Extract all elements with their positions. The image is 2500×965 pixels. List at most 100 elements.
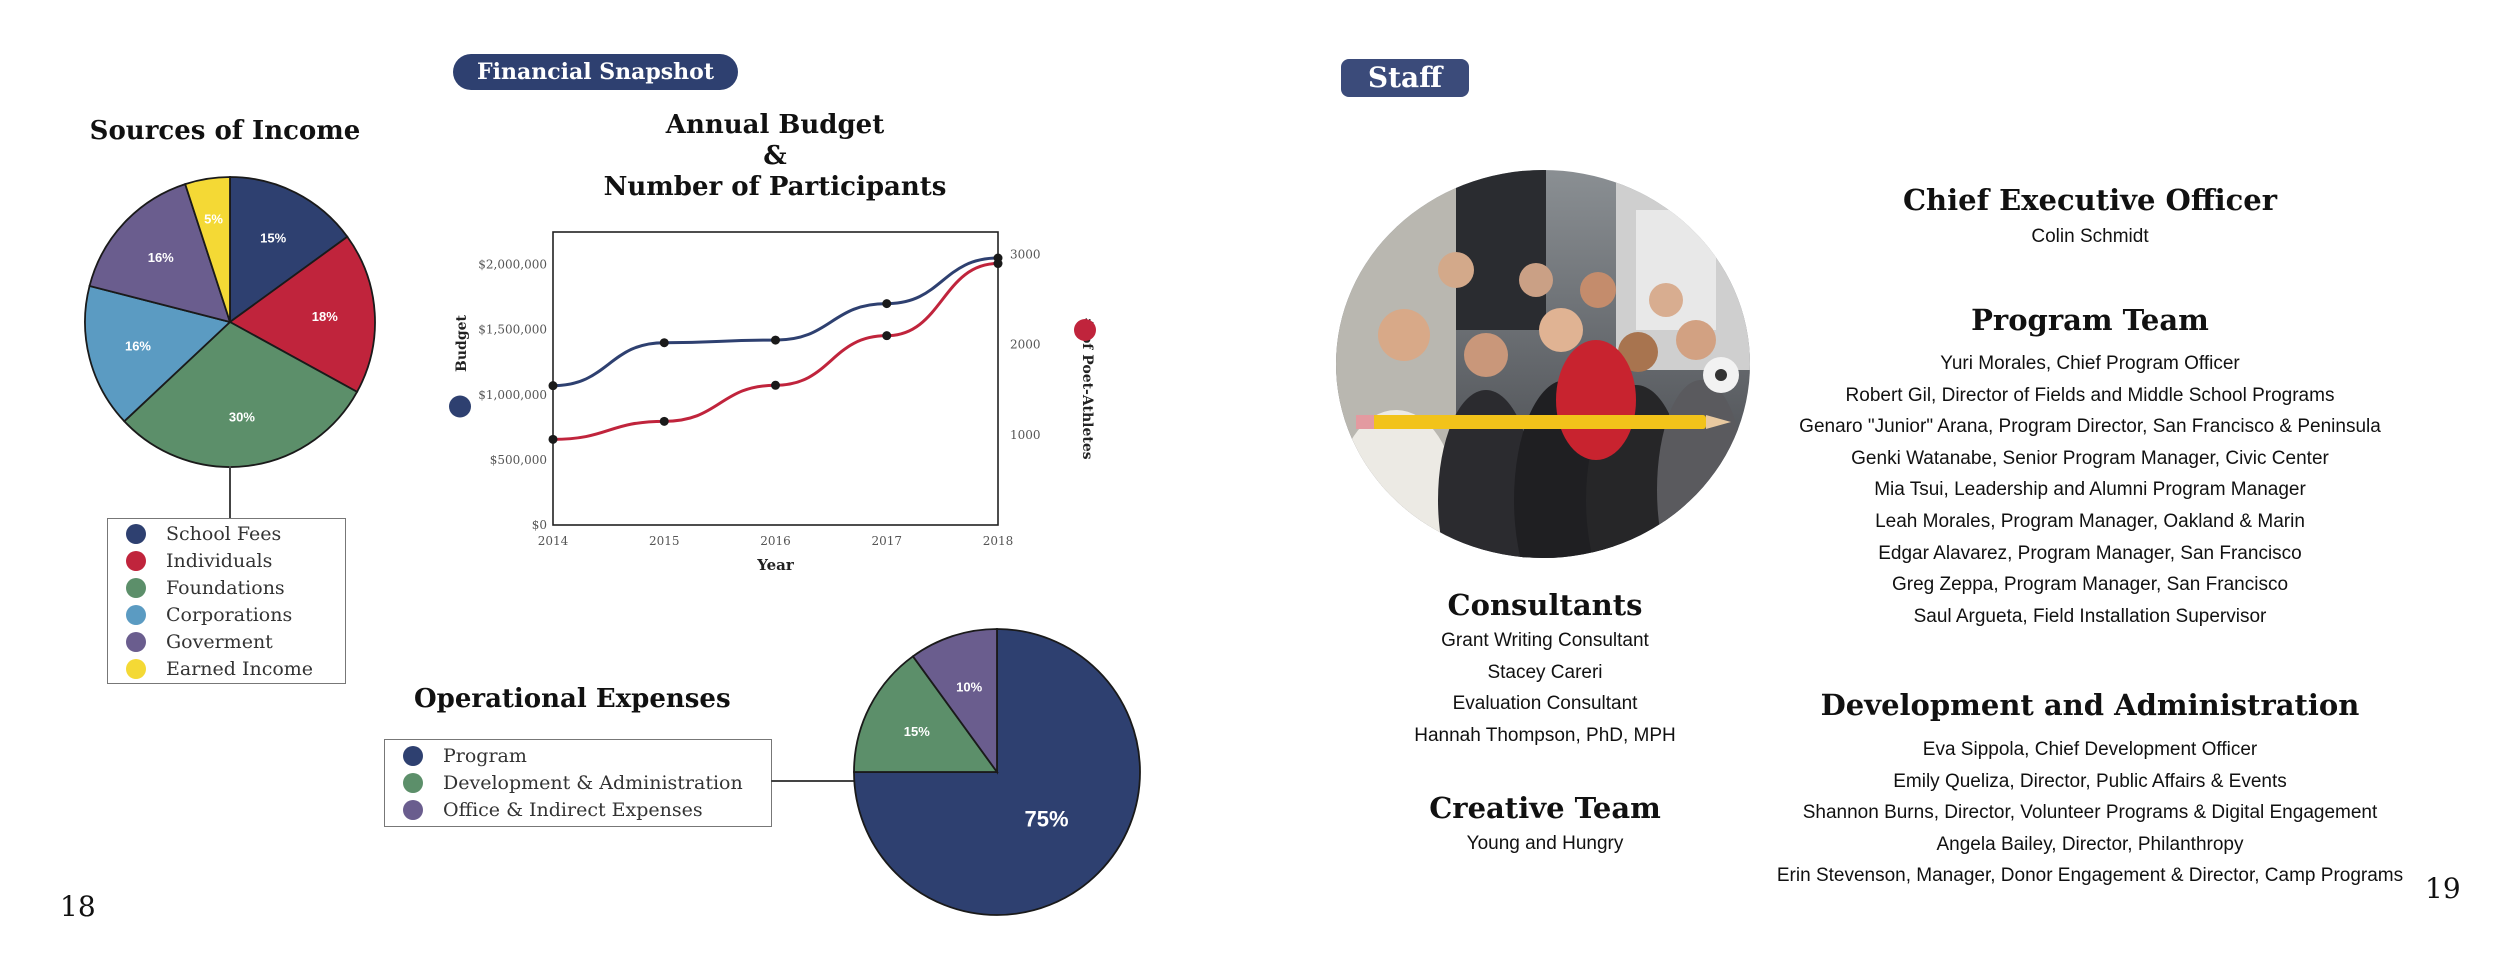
y-tick-label: $1,000,000: [478, 388, 547, 402]
y-right-axis-label: # of Poet-Athletes: [1079, 317, 1095, 459]
section-label-staff: Staff: [1341, 59, 1469, 97]
data-point: [882, 299, 892, 309]
income-leader-line: [229, 466, 231, 518]
income-pie-chart: 15% 18% 30% 16% 16% 5%: [84, 176, 376, 468]
y-tick-label: $1,500,000: [478, 323, 547, 337]
staff-member: Mia Tsui, Leadership and Alumni Program …: [1874, 479, 2306, 501]
legend-item: Development & Administration: [385, 769, 771, 796]
data-point: [993, 259, 1003, 269]
consultant-line: Evaluation Consultant: [1452, 693, 1638, 715]
pie-slice: [853, 655, 999, 773]
expenses-legend: Program Development & Administration Off…: [384, 739, 772, 827]
ceo-name: Colin Schmidt: [2031, 226, 2149, 247]
legend-item: Goverment: [108, 628, 345, 655]
y-right-tick-label: 2000: [1010, 338, 1041, 352]
pie-value-label: 15%: [904, 724, 930, 739]
x-tick-label: 2015: [649, 534, 680, 548]
legend-swatch: [126, 658, 146, 679]
staff-member: Yuri Morales, Chief Program Officer: [1940, 353, 2240, 374]
staff-member: Angela Bailey, Director, Philanthropy: [1936, 833, 2244, 855]
y-right-tick-label: 3000: [1010, 248, 1041, 262]
staff-member: Edgar Alavarez, Program Manager, San Fra…: [1878, 542, 2302, 564]
staff-member: Eva Sippola, Chief Development Officer: [1922, 739, 2258, 760]
x-tick-label: 2014: [538, 534, 569, 548]
dev-admin-heading: Development and Administration: [1820, 688, 2360, 722]
participants-series-marker: [1074, 319, 1096, 341]
legend-swatch: [126, 631, 146, 652]
budget-line-chart: $0 $500,000 $1,000,000 $1,500,000 $2,000,000…: [449, 231, 1096, 574]
pie-value-label: 16%: [125, 339, 151, 354]
data-point: [548, 434, 558, 444]
pie-slice: [228, 235, 376, 394]
pie-slice: [88, 182, 232, 324]
pie-slice: [911, 628, 998, 775]
budget-title-line1: Annual Budget: [665, 110, 885, 140]
consultants-heading: Consultants: [1447, 588, 1643, 622]
legend-item: School Fees: [108, 520, 345, 547]
x-axis-label: Year: [756, 556, 795, 574]
legend-item: Program: [385, 742, 771, 769]
pie-slice: [123, 320, 359, 468]
budget-title-line2: &: [763, 141, 787, 171]
data-point: [548, 381, 558, 391]
staff-group-photo: [1336, 170, 1750, 558]
staff-member: Saul Argueta, Field Installation Supervi…: [1913, 605, 2267, 627]
legend-item: Individuals: [108, 547, 345, 574]
y-tick-label: $2,000,000: [478, 258, 547, 272]
section-label-financial: Financial Snapshot: [453, 54, 738, 90]
staff-member: Greg Zeppa, Program Manager, San Francis…: [1891, 574, 2289, 596]
staff-member: Erin Stevenson, Manager, Donor Engagemen…: [1776, 865, 2404, 887]
data-point: [771, 380, 780, 390]
pie-value-label: 30%: [229, 409, 255, 424]
ceo-heading: Chief Executive Officer: [1902, 183, 2278, 217]
pie-value-label: 5%: [204, 211, 223, 226]
series-line: [552, 256, 999, 388]
pie-slice: [84, 284, 232, 423]
x-tick-label: 2018: [983, 534, 1014, 548]
legend-swatch: [403, 745, 423, 766]
pie-value-label: 75%: [1024, 806, 1068, 831]
legend-swatch: [403, 772, 423, 793]
page-number-right: 19: [2425, 872, 2461, 905]
creative-team-list: Young and Hungry: [1395, 828, 1695, 860]
staff-member: Genki Watanabe, Senior Program Manager, …: [1851, 447, 2329, 469]
pie-value-label: 16%: [148, 250, 174, 265]
legend-swatch: [126, 604, 146, 625]
data-point: [771, 335, 780, 345]
data-point: [659, 338, 669, 348]
legend-label: Program: [443, 744, 527, 767]
pie-slice: [853, 628, 1141, 916]
pie-slice: [229, 176, 349, 324]
data-point: [659, 416, 669, 426]
x-tick-label: 2016: [760, 534, 791, 548]
legend-swatch: [403, 799, 423, 820]
budget-series-marker: [449, 395, 471, 418]
x-tick-label: 2017: [871, 534, 902, 548]
ceo-list: Colin Schmidt: [1850, 221, 2330, 253]
legend-item: Earned Income: [108, 655, 345, 682]
legend-label: Office & Indirect Expenses: [443, 798, 703, 821]
dev-admin-list: Eva Sippola, Chief Development Officer E…: [1760, 734, 2420, 892]
budget-title-line3: Number of Participants: [603, 172, 947, 202]
pie-value-label: 18%: [312, 309, 338, 324]
legend-label: Corporations: [166, 603, 293, 626]
budget-chart-title: Annual Budget & Number of Participants: [575, 110, 975, 203]
consultant-line: Stacey Careri: [1487, 661, 1603, 683]
staff-member: Robert Gil, Director of Fields and Middl…: [1845, 384, 2335, 406]
y-axis-label: Budget: [454, 314, 470, 371]
consultants-list: Grant Writing Consultant Stacey Careri E…: [1345, 625, 1745, 751]
legend-swatch: [126, 523, 146, 544]
legend-label: Individuals: [166, 549, 273, 572]
y-right-tick-label: 1000: [1010, 428, 1041, 442]
staff-member: Leah Morales, Program Manager, Oakland &…: [1875, 510, 2305, 532]
legend-label: Earned Income: [166, 657, 314, 680]
legend-swatch: [126, 550, 146, 571]
expenses-pie-chart: 75% 15% 10%: [853, 628, 1141, 916]
expenses-leader-line: [771, 780, 855, 782]
pie-slice: [184, 176, 231, 323]
creative-team-heading: Creative Team: [1429, 791, 1661, 825]
expenses-chart-title: Operational Expenses: [414, 684, 731, 714]
program-team-list: Yuri Morales, Chief Program Officer Robe…: [1760, 348, 2420, 632]
consultant-line: Grant Writing Consultant: [1441, 630, 1649, 651]
page-number-left: 18: [60, 890, 96, 923]
